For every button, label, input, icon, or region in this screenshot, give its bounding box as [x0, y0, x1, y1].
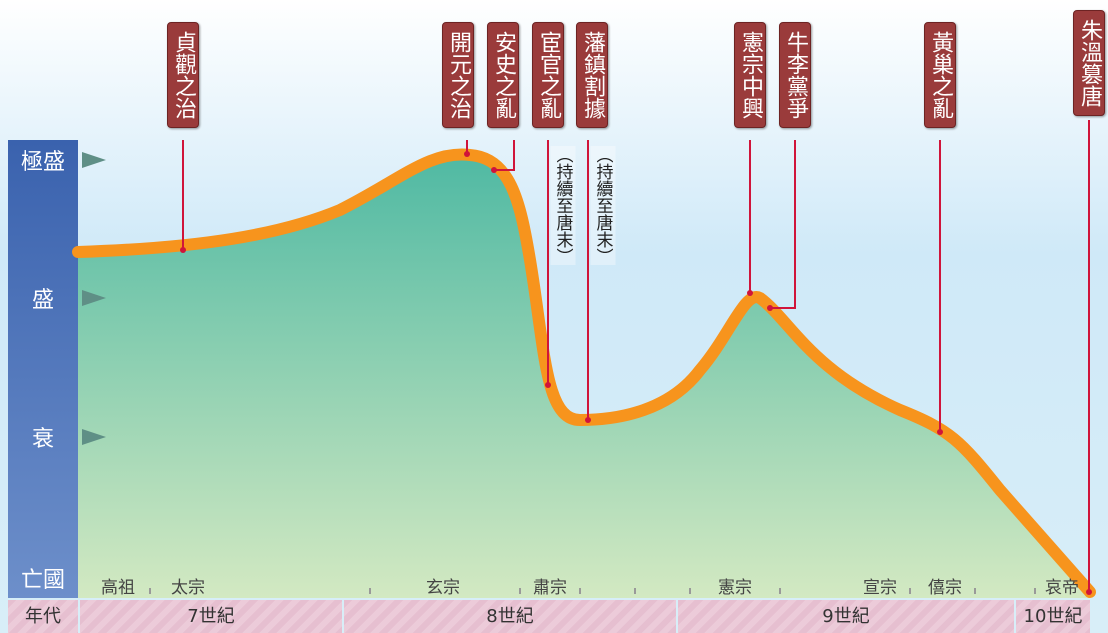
event: 黃巢之亂 — [924, 22, 956, 128]
event: 開元之治 — [442, 22, 474, 128]
connectors — [182, 120, 1090, 592]
century: 9世紀 — [678, 600, 1014, 633]
curve — [72, 148, 1096, 598]
level: 盛 — [31, 288, 54, 313]
event-note: （持續至唐末） — [590, 146, 616, 265]
event: 朱溫篡唐 — [1073, 10, 1105, 116]
event: 憲宗中興 — [734, 22, 766, 128]
level: 衰 — [31, 427, 54, 452]
emperor: 宣宗 — [863, 578, 897, 598]
emperor: 高祖 — [101, 578, 135, 598]
connector-dots — [180, 151, 1092, 595]
emperor: 憲宗 — [718, 578, 752, 598]
event: 牛李黨爭 — [779, 22, 811, 128]
event: 安史之亂 — [487, 22, 519, 128]
event-note: （持續至唐末） — [550, 146, 576, 265]
emperor: 玄宗 — [426, 578, 460, 598]
level: 亡國 — [20, 568, 65, 593]
event: 貞觀之治 — [167, 22, 199, 128]
century: 10世紀 — [1016, 600, 1090, 633]
emperor-ticks — [149, 588, 1036, 594]
emperor: 肅宗 — [533, 578, 567, 598]
emperor: 太宗 — [171, 578, 205, 598]
level-arrows — [82, 152, 106, 445]
era-label: 年代 — [8, 600, 78, 633]
century: 7世紀 — [80, 600, 342, 633]
event: 藩鎮割據 — [576, 22, 608, 128]
emperor: 僖宗 — [928, 578, 962, 598]
level-column — [8, 140, 78, 598]
level: 極盛 — [20, 150, 65, 175]
century: 8世紀 — [344, 600, 676, 633]
event: 宦官之亂 — [532, 22, 564, 128]
area — [78, 154, 1090, 598]
emperor: 哀帝 — [1045, 578, 1079, 598]
